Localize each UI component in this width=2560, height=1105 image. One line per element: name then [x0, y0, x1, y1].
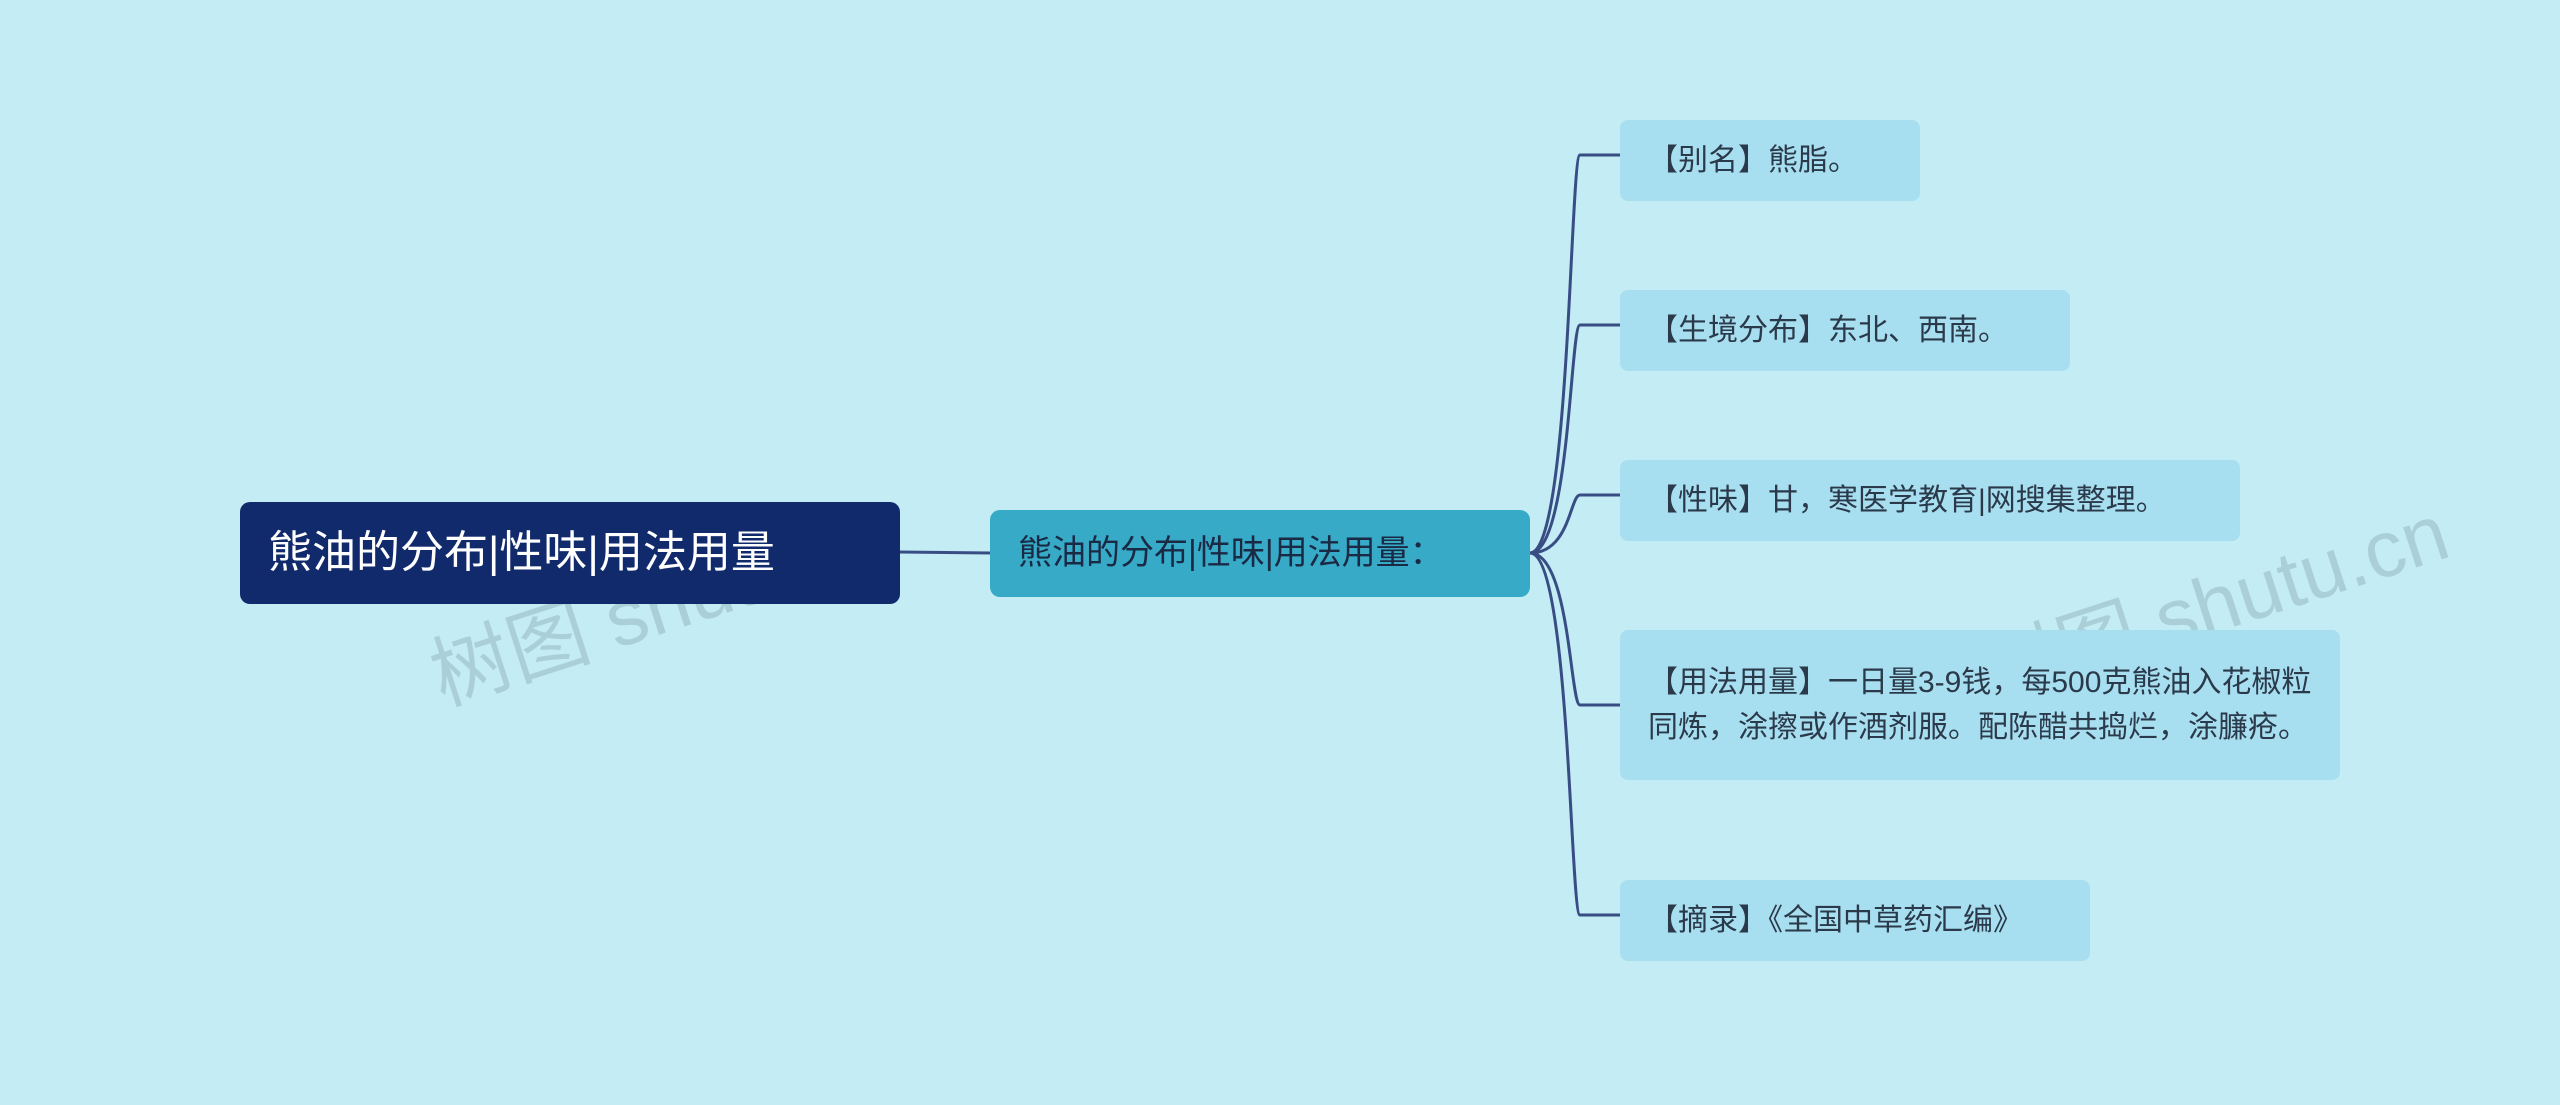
leaf-node: 【性味】甘，寒医学教育|网搜集整理。 [1620, 460, 2240, 541]
root-node: 熊油的分布|性味|用法用量 [240, 502, 900, 604]
leaf-node: 【摘录】《全国中草药汇编》 [1620, 880, 2090, 961]
leaf-label: 【性味】甘，寒医学教育|网搜集整理。 [1648, 478, 2166, 523]
mindmap-canvas: 树图 shutu.cn 树图 shutu.cn 熊油的分布|性味|用法用量 熊油… [0, 0, 2560, 1105]
sub-node: 熊油的分布|性味|用法用量： [990, 510, 1530, 597]
leaf-label: 【用法用量】一日量3-9钱，每500克熊油入花椒粒同炼，涂擦或作酒剂服。配陈醋共… [1648, 660, 2312, 750]
leaf-node: 【用法用量】一日量3-9钱，每500克熊油入花椒粒同炼，涂擦或作酒剂服。配陈醋共… [1620, 630, 2340, 780]
root-label: 熊油的分布|性味|用法用量 [268, 520, 775, 586]
leaf-node: 【生境分布】东北、西南。 [1620, 290, 2070, 371]
leaf-label: 【摘录】《全国中草药汇编》 [1648, 898, 2023, 943]
sub-label: 熊油的分布|性味|用法用量： [1018, 528, 1444, 579]
leaf-label: 【生境分布】东北、西南。 [1648, 308, 2008, 353]
leaf-label: 【别名】熊脂。 [1648, 138, 1858, 183]
leaf-node: 【别名】熊脂。 [1620, 120, 1920, 201]
